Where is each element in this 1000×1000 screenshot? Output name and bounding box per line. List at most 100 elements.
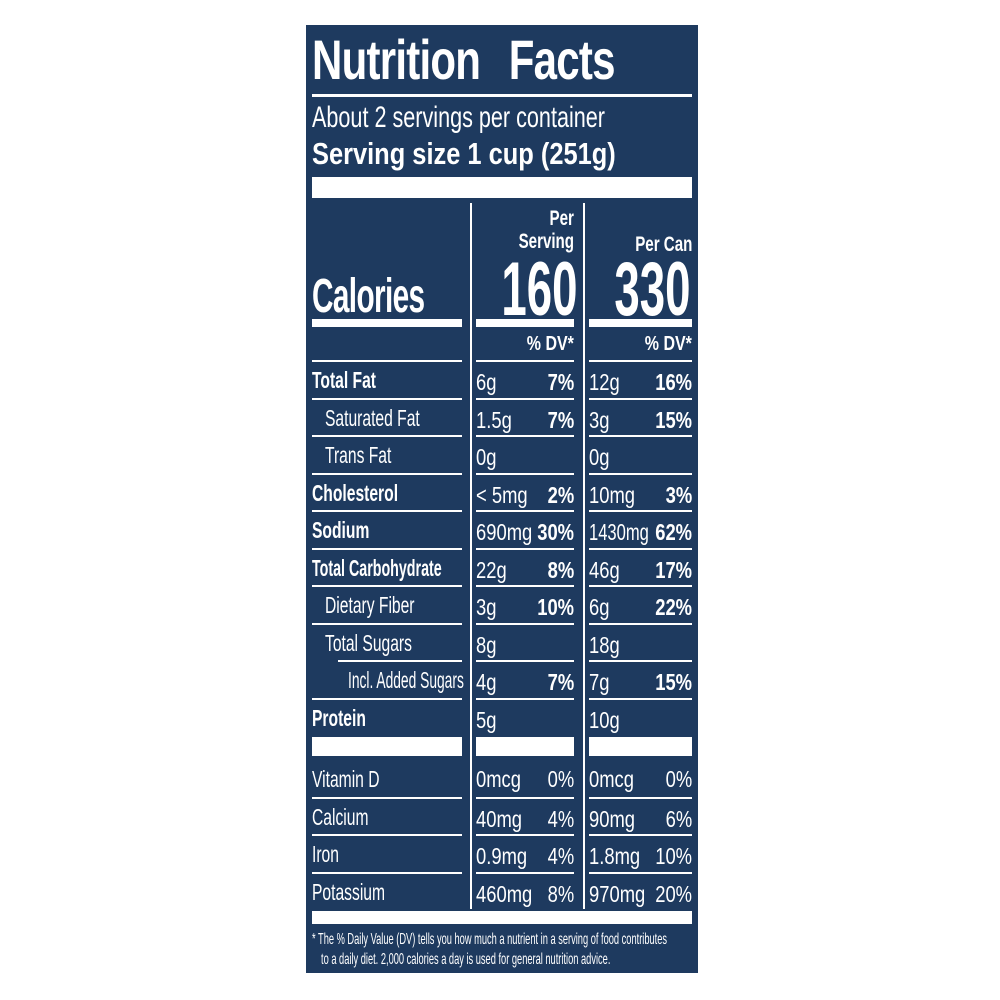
serving-dv: 4% <box>547 843 574 869</box>
dv-header-per-serving: % DV* <box>526 333 574 355</box>
can-amount: 46g <box>589 556 620 583</box>
column-divider-1 <box>470 203 472 909</box>
servings-per-container: About 2 servings per container <box>312 101 605 134</box>
serving-amount: 4g <box>476 669 497 695</box>
section-divider-bar <box>312 177 692 198</box>
footnote-line-1: * The % Daily Value (DV) tells you how m… <box>312 931 668 948</box>
serving-amount: < 5mg <box>476 481 528 508</box>
can-amount: 18g <box>589 631 620 658</box>
can-dv: 16% <box>655 369 692 395</box>
serving-dv: 4% <box>547 805 574 832</box>
calories-label: Calories <box>312 269 425 323</box>
nutrient-label: Incl. Added Sugars <box>348 667 464 693</box>
nutrient-row-added-sugars: Incl. Added Sugars 4g 7% 7g 15% <box>312 660 692 698</box>
can-amount: 0g <box>589 444 610 470</box>
can-amount: 6g <box>589 594 610 620</box>
nutrient-label: Sodium <box>312 517 370 543</box>
vitamin-row-potassium: Potassium 460mg 8% 970mg 20% <box>312 871 692 910</box>
footnote-line-2: to a daily diet. 2,000 calories a day is… <box>321 951 611 969</box>
serving-amount: 460mg <box>476 880 533 907</box>
nutrient-label: Potassium <box>312 878 386 905</box>
can-dv: 15% <box>655 406 692 433</box>
title-divider-line <box>312 94 692 97</box>
can-dv: 3% <box>665 481 692 508</box>
serving-dv: 30% <box>537 519 574 545</box>
can-dv: 6% <box>665 805 692 832</box>
can-dv: 10% <box>655 843 692 869</box>
nutrient-label: Iron <box>312 841 339 867</box>
vitamin-row-iron: Iron 0.9mg 4% 1.8mg 10% <box>312 834 692 872</box>
nutrient-row-cholesterol: Cholesterol < 5mg 2% 10mg 3% <box>312 472 692 511</box>
serving-dv: 7% <box>547 369 574 395</box>
calories-per-can-value: 330 <box>614 246 691 332</box>
can-amount: 7g <box>589 669 610 695</box>
nutrient-label: Total Carbohydrate <box>312 554 442 581</box>
serving-amount: 6g <box>476 369 497 395</box>
serving-size: Serving size 1 cup (251g) <box>312 136 616 171</box>
calories-per-serving-value: 160 <box>501 246 578 332</box>
serving-dv: 2% <box>547 481 574 508</box>
nutrient-row-trans-fat: Trans Fat 0g 0g <box>312 435 692 473</box>
serving-amount: 8g <box>476 631 497 658</box>
serving-dv: 8% <box>547 556 574 583</box>
can-amount: 90mg <box>589 805 636 832</box>
nutrient-row-saturated-fat: Saturated Fat 1.5g 7% 3g 15% <box>312 397 692 436</box>
serving-amount: 5g <box>476 706 497 733</box>
can-amount: 0mcg <box>589 766 634 792</box>
footnote-divider-bar <box>312 911 692 924</box>
nutrient-label: Total Fat <box>312 367 377 393</box>
per-serving-header: Per Serving <box>518 207 574 254</box>
label-title: Nutrition Facts <box>312 32 692 88</box>
nutrient-label: Protein <box>312 704 366 731</box>
serving-amount: 690mg <box>476 519 533 545</box>
daily-value-footnote: * The % Daily Value (DV) tells you how m… <box>312 930 692 971</box>
daily-value-header-row: % DV* % DV* <box>312 327 692 360</box>
nutrient-label: Vitamin D <box>312 766 380 792</box>
nutrient-label: Calcium <box>312 803 369 830</box>
can-amount: 1430mg <box>589 519 649 545</box>
nutrient-row-total-sugars: Total Sugars 8g 18g <box>312 622 692 661</box>
can-amount: 12g <box>589 369 620 395</box>
serving-amount: 22g <box>476 556 507 583</box>
nutrient-label: Dietary Fiber <box>325 592 415 618</box>
nutrient-label: Total Sugars <box>325 629 412 656</box>
vitamin-row-calcium: Calcium 40mg 4% 90mg 6% <box>312 796 692 835</box>
calories-section: Calories Per Serving 160 Per Can 330 <box>312 203 692 332</box>
serving-amount: 40mg <box>476 805 523 832</box>
serving-amount: 1.5g <box>476 406 512 433</box>
calories-underline-bars <box>312 319 692 327</box>
can-dv: 22% <box>655 594 692 620</box>
can-amount: 10g <box>589 706 620 733</box>
nutrition-table: Calories Per Serving 160 Per Can 330 <box>312 203 692 909</box>
vitamin-row-vitamin-d: Vitamin D 0mcg 0% 0mcg 0% <box>312 759 692 797</box>
serving-amount: 0mcg <box>476 766 521 792</box>
can-amount: 970mg <box>589 880 646 907</box>
label-title-text: Nutrition Facts <box>312 28 615 91</box>
vitamins-divider-bars <box>312 735 692 759</box>
can-dv: 0% <box>665 766 692 792</box>
serving-dv: 7% <box>547 406 574 433</box>
can-amount: 10mg <box>589 481 636 508</box>
nutrient-row-protein: Protein 5g 10g <box>312 697 692 736</box>
can-dv: 17% <box>655 556 692 583</box>
can-dv: 20% <box>655 880 692 907</box>
nutrition-facts-label: Nutrition Facts About 2 servings per con… <box>306 25 698 973</box>
per-can-header: Per Can <box>634 233 692 256</box>
nutrient-row-total-fat: Total Fat 6g 7% 12g 16% <box>312 360 692 398</box>
serving-amount: 0.9mg <box>476 843 528 869</box>
serving-dv: 7% <box>547 669 574 695</box>
can-dv: 15% <box>655 669 692 695</box>
nutrient-label: Cholesterol <box>312 479 399 506</box>
can-amount: 3g <box>589 406 610 433</box>
can-dv: 62% <box>655 519 692 545</box>
serving-amount: 0g <box>476 444 497 470</box>
serving-dv: 8% <box>547 880 574 907</box>
can-amount: 1.8mg <box>589 843 641 869</box>
serving-dv: 0% <box>547 766 574 792</box>
serving-amount: 3g <box>476 594 497 620</box>
nutrient-row-total-carbohydrate: Total Carbohydrate 22g 8% 46g 17% <box>312 547 692 586</box>
serving-dv: 10% <box>537 594 574 620</box>
nutrient-row-dietary-fiber: Dietary Fiber 3g 10% 6g 22% <box>312 585 692 623</box>
nutrient-row-sodium: Sodium 690mg 30% 1430mg 62% <box>312 510 692 548</box>
dv-header-per-can: % DV* <box>644 333 692 355</box>
